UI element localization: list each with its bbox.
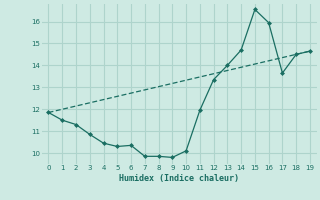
X-axis label: Humidex (Indice chaleur): Humidex (Indice chaleur) [119, 174, 239, 183]
